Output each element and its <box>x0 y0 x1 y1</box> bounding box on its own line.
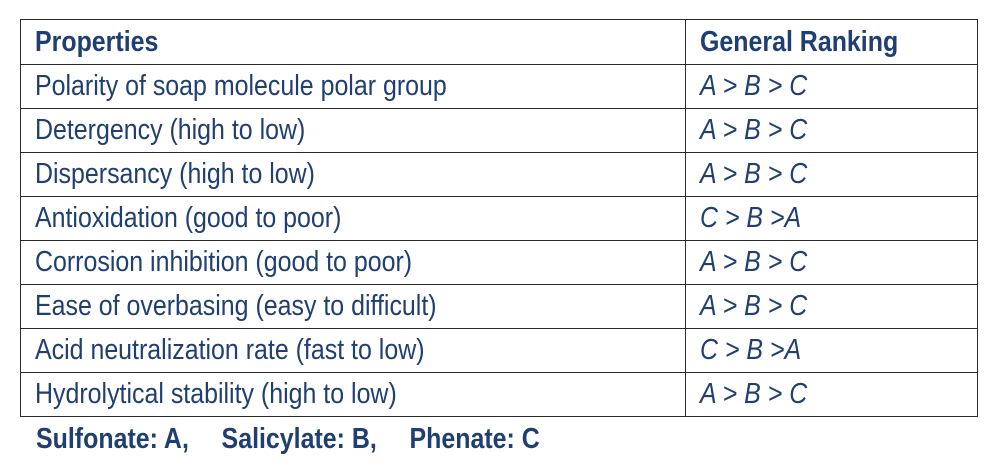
property-cell: Detergency (high to low) <box>20 108 686 153</box>
property-label: Antioxidation (good to poor) <box>35 202 342 234</box>
property-cell: Acid neutralization rate (fast to low) <box>20 328 686 373</box>
table-row: Ease of overbasing (easy to difficult) A… <box>20 284 978 329</box>
ranking-cell: C > B >A <box>685 328 978 373</box>
legend-item-sulfonate: Sulfonate: A, <box>36 423 189 455</box>
ranking-cell: A > B > C <box>685 64 978 109</box>
property-label: Polarity of soap molecule polar group <box>35 70 447 102</box>
legend-item-salicylate: Salicylate: B, <box>221 423 377 455</box>
property-cell: Antioxidation (good to poor) <box>20 196 686 241</box>
header-properties-label: Properties <box>35 25 159 58</box>
ranking-cell: A > B > C <box>685 284 978 329</box>
ranking-value: A > B > C <box>700 158 808 190</box>
ranking-value: A > B > C <box>700 378 808 410</box>
property-label: Dispersancy (high to low) <box>35 158 315 190</box>
ranking-value: A > B > C <box>700 290 808 322</box>
legend: Sulfonate: A, Salicylate: B, Phenate: C <box>36 423 660 456</box>
property-cell: Dispersancy (high to low) <box>20 152 686 197</box>
ranking-value: C > B >A <box>700 202 802 234</box>
property-cell: Corrosion inhibition (good to poor) <box>20 240 686 285</box>
property-label: Corrosion inhibition (good to poor) <box>35 246 413 278</box>
table-row: Acid neutralization rate (fast to low) C… <box>20 328 978 373</box>
table-row: Hydrolytical stability (high to low) A >… <box>20 372 978 417</box>
table-row: Antioxidation (good to poor) C > B >A <box>20 196 978 241</box>
property-label: Detergency (high to low) <box>35 114 306 146</box>
header-general-ranking: General Ranking <box>685 19 978 65</box>
property-cell: Polarity of soap molecule polar group <box>20 64 686 109</box>
table-header-row: Properties General Ranking <box>20 19 978 65</box>
property-cell: Ease of overbasing (easy to difficult) <box>20 284 686 329</box>
table-row: Corrosion inhibition (good to poor) A > … <box>20 240 978 285</box>
property-label: Hydrolytical stability (high to low) <box>35 378 397 410</box>
header-ranking-label: General Ranking <box>700 25 899 58</box>
ranking-cell: C > B >A <box>685 196 978 241</box>
ranking-value: C > B >A <box>700 334 802 366</box>
property-cell: Hydrolytical stability (high to low) <box>20 372 686 417</box>
ranking-cell: A > B > C <box>685 152 978 197</box>
table-row: Dispersancy (high to low) A > B > C <box>20 152 978 197</box>
header-properties: Properties <box>20 19 686 65</box>
ranking-value: A > B > C <box>700 70 808 102</box>
table-row: Polarity of soap molecule polar group A … <box>20 64 978 109</box>
ranking-cell: A > B > C <box>685 108 978 153</box>
table-row: Detergency (high to low) A > B > C <box>20 108 978 153</box>
ranking-value: A > B > C <box>700 114 808 146</box>
property-label: Acid neutralization rate (fast to low) <box>35 334 425 366</box>
properties-table: Properties General Ranking Polarity of s… <box>20 19 978 417</box>
ranking-cell: A > B > C <box>685 240 978 285</box>
property-label: Ease of overbasing (easy to difficult) <box>35 290 437 322</box>
legend-item-phenate: Phenate: C <box>409 423 540 455</box>
ranking-cell: A > B > C <box>685 372 978 417</box>
ranking-value: A > B > C <box>700 246 808 278</box>
